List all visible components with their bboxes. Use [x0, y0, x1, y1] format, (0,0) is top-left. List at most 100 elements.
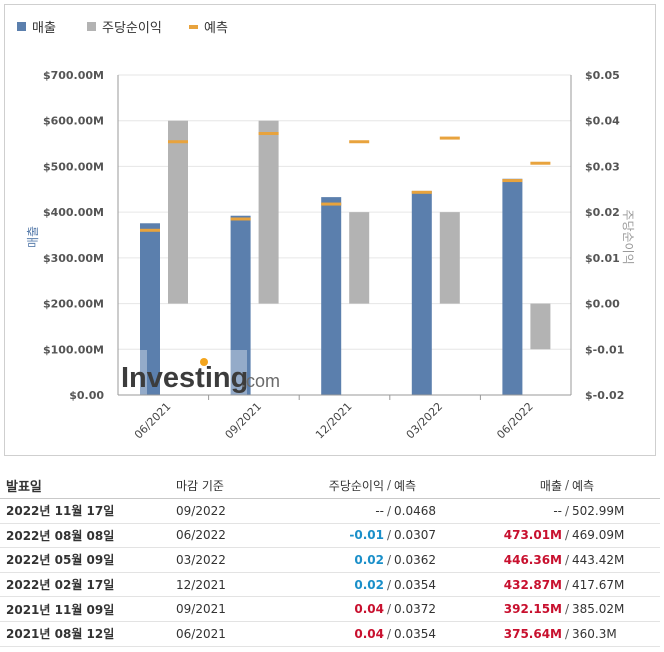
- cell-eps-sep: /: [384, 596, 394, 622]
- cell-rev-sep: /: [562, 621, 572, 647]
- y-tick-label-left: $400.00M: [43, 206, 104, 219]
- revenue-bar: [502, 178, 523, 395]
- cell-rev-sep: /: [562, 523, 572, 549]
- eps-forecast-marker: [258, 132, 279, 136]
- table-row: 2022년 05월 09일 03/2022 0.02/0.0362 446.36M/4…: [0, 547, 660, 573]
- cell-revenue-value: 432.87M: [503, 577, 562, 592]
- cell-revenue-value: 446.36M: [503, 552, 562, 567]
- legend-item-revenue[interactable]: 매출: [17, 17, 56, 36]
- cell-eps-forecast: 0.0354: [394, 572, 468, 598]
- legend-item-eps[interactable]: 주당순이익: [87, 17, 162, 36]
- cell-rev-forecast: 443.42M: [572, 547, 660, 573]
- y-tick-label-left: $700.00M: [43, 69, 104, 82]
- watermark-overlay-2: [211, 350, 247, 395]
- chart-panel: 매출 주당순이익 예측 Investing .com $0.00 $-0.02 $1…: [4, 4, 656, 456]
- legend-label-forecast: 예측: [204, 21, 228, 36]
- header-eps[interactable]: 주당순이익: [276, 472, 384, 499]
- y-tick-label-right: $0.04: [585, 115, 620, 128]
- cell-eps: 0.04: [276, 596, 384, 622]
- cell-revenue: 392.15M: [468, 596, 562, 622]
- y-tick-label-right: $0.00: [585, 298, 620, 311]
- cell-eps-value: -0.01: [349, 528, 384, 543]
- y-axis-label-left: 매출: [26, 226, 40, 248]
- eps-forecast-marker: [168, 140, 188, 144]
- y-tick-label-right: $0.05: [585, 69, 620, 82]
- header-date[interactable]: 발표일: [0, 472, 176, 499]
- legend-swatch-forecast: [189, 24, 198, 29]
- revenue-bar: [321, 197, 342, 395]
- cell-revenue: 473.01M: [468, 523, 562, 549]
- header-eps-forecast[interactable]: 예측: [394, 472, 468, 499]
- cell-rev-forecast: 469.09M: [572, 523, 660, 549]
- cell-period: 03/2022: [176, 547, 276, 573]
- cell-eps-value: 0.02: [354, 552, 384, 567]
- cell-eps-value: 0.02: [354, 577, 384, 592]
- revenue-forecast-marker: [321, 202, 342, 206]
- cell-revenue-value: 473.01M: [503, 528, 562, 543]
- cell-rev-sep: /: [562, 498, 572, 524]
- revenue-forecast-marker: [411, 190, 432, 194]
- y-tick-label-right: $-0.02: [585, 389, 624, 402]
- header-period[interactable]: 마감 기준: [176, 472, 276, 499]
- cell-period: 06/2021: [176, 621, 276, 647]
- cell-rev-forecast: 385.02M: [572, 596, 660, 622]
- revenue-forecast-marker: [502, 179, 523, 183]
- y-tick-label-left: $100.00M: [43, 343, 104, 356]
- revenue-bar: [140, 223, 160, 395]
- legend-label-revenue: 매출: [32, 21, 56, 36]
- cell-eps-value: --: [375, 503, 384, 518]
- legend-swatch-eps: [87, 22, 96, 31]
- cell-date: 2022년 11월 17일: [0, 498, 176, 524]
- cell-eps-forecast: 0.0372: [394, 596, 468, 622]
- cell-eps-value: 0.04: [354, 626, 384, 641]
- cell-rev-sep: /: [562, 596, 572, 622]
- earnings-table-area: 발표일 마감 기준 주당순이익 / 예측 매출 / 예측 2022년 11월 1…: [0, 472, 664, 647]
- y-tick-label-left: $0.00: [69, 389, 104, 402]
- cell-period: 09/2021: [176, 596, 276, 622]
- cell-eps-forecast: 0.0362: [394, 547, 468, 573]
- table-header-row: 발표일 마감 기준 주당순이익 / 예측 매출 / 예측: [0, 472, 660, 499]
- header-rev-forecast[interactable]: 예측: [572, 472, 660, 499]
- y-tick-label-right: $0.01: [585, 252, 620, 265]
- x-tick-label: 06/2022: [494, 400, 536, 442]
- cell-eps: -0.01: [276, 523, 384, 549]
- cell-date: 2022년 08월 08일: [0, 523, 176, 549]
- header-rev-sep: /: [562, 472, 572, 499]
- cell-eps-value: 0.04: [354, 602, 384, 617]
- eps-bar: [258, 120, 279, 304]
- cell-period: 06/2022: [176, 523, 276, 549]
- cell-date: 2021년 08월 12일: [0, 621, 176, 647]
- cell-eps-forecast: 0.0307: [394, 523, 468, 549]
- cell-eps: --: [276, 498, 384, 524]
- eps-forecast-marker: [530, 161, 551, 165]
- cell-revenue-value: 375.64M: [503, 626, 562, 641]
- legend-swatch-revenue: [17, 22, 26, 31]
- cell-revenue: 375.64M: [468, 621, 562, 647]
- cell-eps-sep: /: [384, 498, 394, 524]
- legend-item-forecast[interactable]: 예측: [189, 17, 228, 36]
- x-tick-label: 09/2021: [223, 400, 265, 442]
- cell-period: 09/2022: [176, 498, 276, 524]
- cell-date: 2021년 11월 09일: [0, 596, 176, 622]
- eps-forecast-marker: [349, 140, 370, 144]
- header-revenue[interactable]: 매출: [468, 472, 562, 499]
- x-tick-label: 06/2021: [132, 400, 174, 442]
- cell-revenue: --: [468, 498, 562, 524]
- cell-revenue: 432.87M: [468, 572, 562, 598]
- y-tick-label-left: $600.00M: [43, 115, 104, 128]
- cell-date: 2022년 05월 09일: [0, 547, 176, 573]
- legend-label-eps: 주당순이익: [102, 21, 162, 36]
- chart-svg: Investing .com $0.00 $-0.02 $100.00M $-0.01…: [26, 69, 635, 442]
- cell-period: 12/2021: [176, 572, 276, 598]
- watermark: Investing .com: [121, 350, 280, 395]
- eps-forecast-marker: [439, 136, 460, 140]
- x-tick-label: 12/2021: [313, 400, 355, 442]
- revenue-forecast-marker: [140, 228, 160, 232]
- cell-eps-forecast: 0.0354: [394, 621, 468, 647]
- cell-rev-forecast: 360.3M: [572, 621, 660, 647]
- y-tick-label-right: $0.02: [585, 206, 620, 219]
- y-tick-label-left: $300.00M: [43, 252, 104, 265]
- x-tick-label: 03/2022: [404, 400, 446, 442]
- y-tick-label-right: $0.03: [585, 160, 620, 173]
- cell-rev-forecast: 417.67M: [572, 572, 660, 598]
